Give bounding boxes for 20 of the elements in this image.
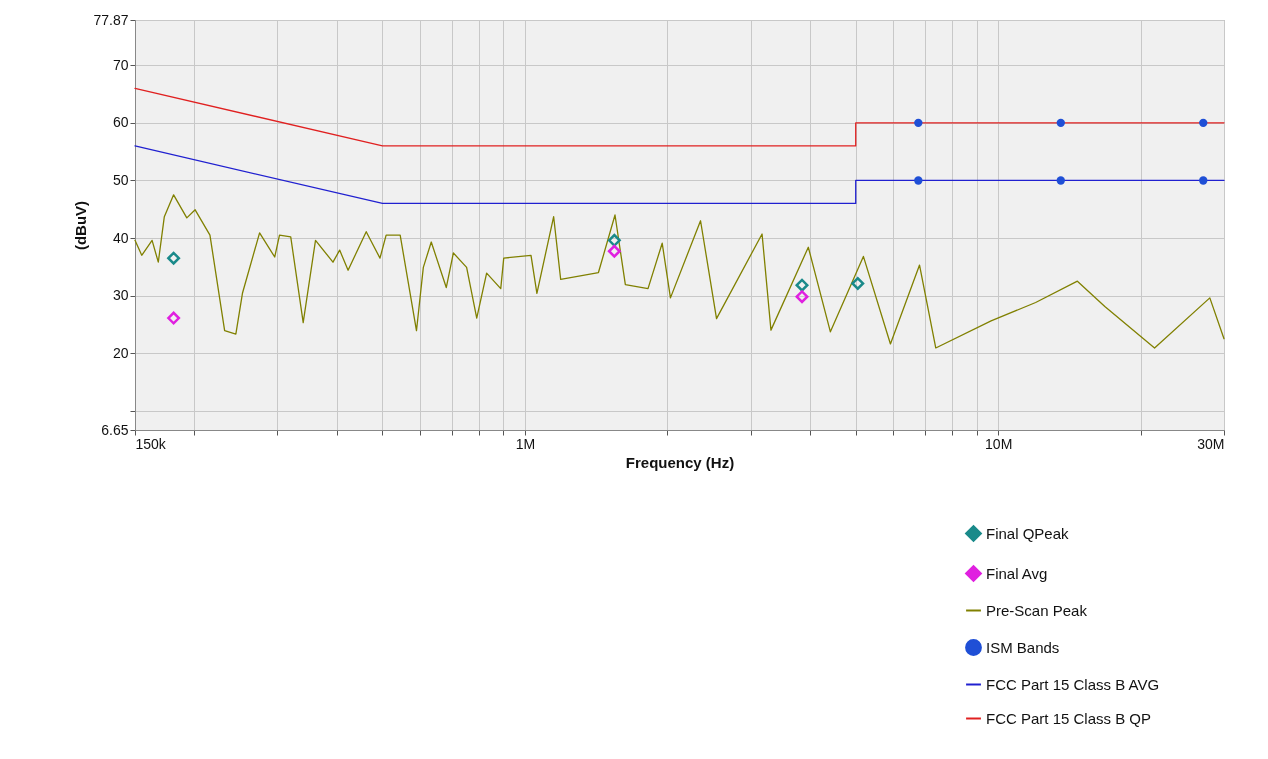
legend-label: FCC Part 15 Class B AVG: [986, 675, 1160, 693]
legend-label: Pre-Scan Peak: [986, 601, 1088, 619]
legend-label: FCC Part 15 Class B QP: [986, 709, 1152, 727]
y-tick-label: 20: [112, 344, 129, 361]
y-tick-label: 40: [112, 229, 129, 246]
legend-label: ISM Bands: [986, 638, 1060, 656]
y-tick-label: 77.87: [93, 11, 129, 28]
y-tick-label: 70: [112, 56, 129, 73]
x-axis-title: Frequency (Hz): [625, 453, 735, 471]
x-tick-label: 30M: [1197, 435, 1225, 452]
y-tick-label: 30: [112, 287, 129, 304]
x-tick-label: 150k: [135, 435, 167, 452]
legend-label: Final QPeak: [986, 524, 1070, 542]
x-tick-label: 1M: [515, 435, 536, 452]
y-tick-label: 60: [112, 114, 129, 131]
x-tick-label: 10M: [985, 435, 1013, 452]
y-axis-title: (dBuV): [72, 200, 90, 251]
legend-label: Final Avg: [986, 564, 1048, 582]
y-tick-label: 6.65: [101, 421, 129, 438]
y-tick-label: 50: [112, 171, 129, 188]
